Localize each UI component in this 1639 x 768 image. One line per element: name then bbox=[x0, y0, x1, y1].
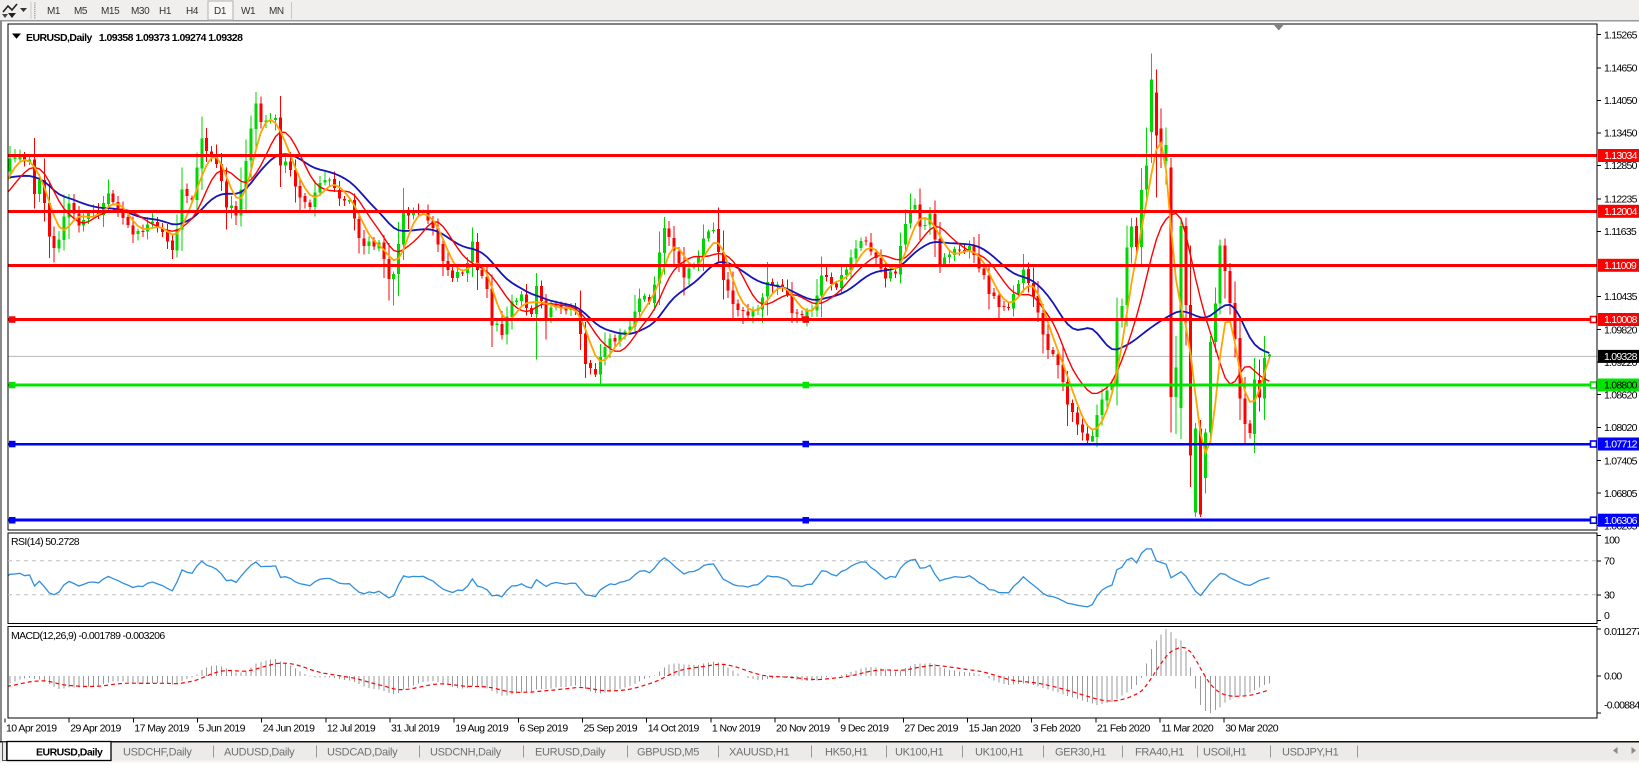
svg-text:1.08800: 1.08800 bbox=[1604, 380, 1638, 392]
svg-text:30: 30 bbox=[1604, 590, 1615, 602]
svg-text:USDCHF,Daily: USDCHF,Daily bbox=[123, 747, 192, 759]
svg-text:H1: H1 bbox=[159, 6, 172, 17]
svg-text:USDCNH,Daily: USDCNH,Daily bbox=[430, 747, 502, 759]
svg-text:6 Sep 2019: 6 Sep 2019 bbox=[519, 723, 568, 735]
svg-text:GER30,H1: GER30,H1 bbox=[1055, 747, 1106, 759]
svg-text:27 Dec 2019: 27 Dec 2019 bbox=[904, 723, 958, 735]
svg-text:EURUSD,Daily 1.09358 1.09373: EURUSD,Daily 1.09358 1.09373 1.09274 1.0… bbox=[26, 32, 243, 44]
svg-text:14 Oct 2019: 14 Oct 2019 bbox=[648, 723, 700, 735]
svg-text:W1: W1 bbox=[241, 6, 256, 17]
svg-text:MACD(12,26,9) -0.001789 -0.003: MACD(12,26,9) -0.001789 -0.003206 bbox=[11, 630, 165, 642]
svg-text:EURUSD,Daily: EURUSD,Daily bbox=[36, 747, 103, 759]
svg-text:100: 100 bbox=[1604, 534, 1620, 546]
svg-text:31 Jul 2019: 31 Jul 2019 bbox=[391, 723, 440, 735]
svg-text:RSI(14) 50.2728: RSI(14) 50.2728 bbox=[11, 536, 80, 548]
svg-text:1 Nov 2019: 1 Nov 2019 bbox=[712, 723, 761, 735]
svg-text:17 May 2019: 17 May 2019 bbox=[134, 723, 189, 735]
svg-text:MN: MN bbox=[269, 6, 284, 17]
svg-text:1.06306: 1.06306 bbox=[1604, 515, 1638, 527]
svg-text:3 Feb 2020: 3 Feb 2020 bbox=[1033, 723, 1081, 735]
svg-text:USDJPY,H1: USDJPY,H1 bbox=[1282, 747, 1339, 759]
svg-text:1.14050: 1.14050 bbox=[1604, 95, 1638, 107]
svg-text:5 Jun 2019: 5 Jun 2019 bbox=[199, 723, 246, 735]
svg-text:1.07405: 1.07405 bbox=[1604, 455, 1638, 467]
svg-text:12 Jul 2019: 12 Jul 2019 bbox=[327, 723, 376, 735]
svg-text:1.10008: 1.10008 bbox=[1604, 314, 1638, 326]
svg-text:30 Mar 2020: 30 Mar 2020 bbox=[1225, 723, 1279, 735]
svg-text:11 Mar 2020: 11 Mar 2020 bbox=[1161, 723, 1214, 735]
svg-text:1.07712: 1.07712 bbox=[1604, 439, 1638, 451]
svg-text:HK50,H1: HK50,H1 bbox=[825, 747, 868, 759]
svg-text:0: 0 bbox=[1604, 610, 1610, 622]
svg-text:19 Aug 2019: 19 Aug 2019 bbox=[455, 723, 509, 735]
svg-text:1.12850: 1.12850 bbox=[1604, 160, 1638, 172]
svg-text:UK100,H1: UK100,H1 bbox=[975, 747, 1024, 759]
svg-text:1.13034: 1.13034 bbox=[1604, 150, 1638, 162]
svg-text:25 Sep 2019: 25 Sep 2019 bbox=[584, 723, 638, 735]
svg-text:9 Dec 2019: 9 Dec 2019 bbox=[840, 723, 889, 735]
svg-text:1.10435: 1.10435 bbox=[1604, 291, 1638, 303]
svg-text:1.14650: 1.14650 bbox=[1604, 63, 1638, 75]
svg-text:1.08620: 1.08620 bbox=[1604, 389, 1638, 401]
svg-text:M5: M5 bbox=[74, 6, 88, 17]
svg-text:15 Jan 2020: 15 Jan 2020 bbox=[969, 723, 1021, 735]
svg-text:0.00: 0.00 bbox=[1604, 671, 1622, 683]
svg-text:1.12235: 1.12235 bbox=[1604, 194, 1638, 206]
svg-text:1.15265: 1.15265 bbox=[1604, 29, 1638, 41]
svg-text:EURUSD,Daily: EURUSD,Daily bbox=[535, 747, 606, 759]
svg-text:AUDUSD,Daily: AUDUSD,Daily bbox=[224, 747, 295, 759]
svg-text:USDCAD,Daily: USDCAD,Daily bbox=[327, 747, 398, 759]
svg-text:70: 70 bbox=[1604, 556, 1615, 568]
svg-text:M1: M1 bbox=[47, 6, 61, 17]
svg-text:D1: D1 bbox=[214, 6, 227, 17]
svg-text:10 Apr 2019: 10 Apr 2019 bbox=[6, 723, 57, 735]
svg-text:FRA40,H1: FRA40,H1 bbox=[1135, 747, 1184, 759]
svg-text:24 Jun 2019: 24 Jun 2019 bbox=[263, 723, 315, 735]
svg-text:M15: M15 bbox=[101, 6, 120, 17]
svg-text:-0.00884: -0.00884 bbox=[1604, 699, 1639, 711]
svg-text:XAUUSD,H1: XAUUSD,H1 bbox=[729, 747, 789, 759]
svg-text:1.09820: 1.09820 bbox=[1604, 324, 1638, 336]
svg-text:1.11635: 1.11635 bbox=[1604, 226, 1637, 238]
svg-text:1.06805: 1.06805 bbox=[1604, 488, 1638, 500]
svg-text:1.13450: 1.13450 bbox=[1604, 128, 1638, 140]
svg-text:0.011277: 0.011277 bbox=[1604, 626, 1639, 638]
svg-text:1.09328: 1.09328 bbox=[1604, 351, 1638, 363]
svg-text:1.11009: 1.11009 bbox=[1604, 260, 1637, 272]
svg-text:1.08020: 1.08020 bbox=[1604, 422, 1638, 434]
svg-text:GBPUSD,M5: GBPUSD,M5 bbox=[637, 747, 699, 759]
svg-text:UK100,H1: UK100,H1 bbox=[895, 747, 944, 759]
svg-text:20 Nov 2019: 20 Nov 2019 bbox=[776, 723, 830, 735]
svg-text:M30: M30 bbox=[131, 6, 150, 17]
svg-text:1.12004: 1.12004 bbox=[1604, 206, 1638, 218]
svg-text:29 Apr 2019: 29 Apr 2019 bbox=[70, 723, 121, 735]
svg-text:21 Feb 2020: 21 Feb 2020 bbox=[1097, 723, 1151, 735]
svg-text:H4: H4 bbox=[186, 6, 199, 17]
svg-text:USOil,H1: USOil,H1 bbox=[1203, 747, 1247, 759]
